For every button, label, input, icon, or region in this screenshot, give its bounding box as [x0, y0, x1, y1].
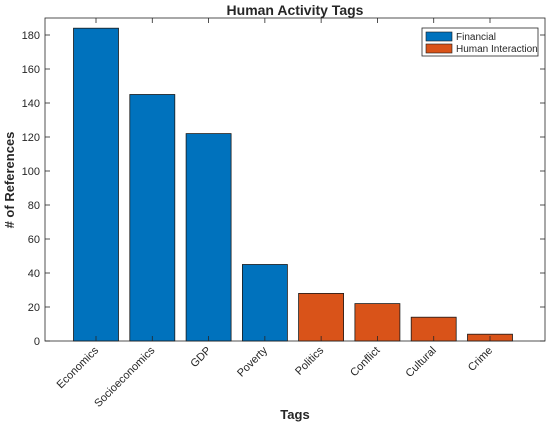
y-tick-label: 0 [34, 336, 40, 348]
y-tick-label: 40 [28, 268, 40, 280]
x-axis-label: Tags [280, 407, 309, 422]
y-tick-label: 60 [28, 234, 40, 246]
legend-label: Human Interaction [456, 44, 538, 55]
y-tick-label: 80 [28, 200, 40, 212]
legend-swatch [425, 43, 453, 54]
bar-economics [73, 27, 119, 342]
plot-area [44, 17, 546, 342]
y-tick-label: 100 [22, 166, 40, 178]
bar-conflict [354, 303, 401, 342]
y-tick-label: 160 [22, 64, 40, 76]
y-axis-label: # of References [2, 132, 17, 229]
bar-gdp [185, 133, 232, 342]
bar-politics [298, 292, 345, 342]
y-tick-label: 20 [28, 302, 40, 314]
legend-label: Financial [456, 32, 496, 43]
chart-title: Human Activity Tags [227, 2, 364, 18]
y-tick-label: 180 [22, 30, 40, 42]
bar-socioeconomics [129, 94, 176, 342]
y-tick-label: 120 [22, 132, 40, 144]
legend-swatch [425, 31, 453, 42]
y-axis: 0 20 40 60 80 100 120 140 160 180 [22, 30, 545, 348]
bar-poverty [241, 264, 288, 342]
bars-group [73, 27, 513, 342]
y-tick-label: 140 [22, 98, 40, 110]
